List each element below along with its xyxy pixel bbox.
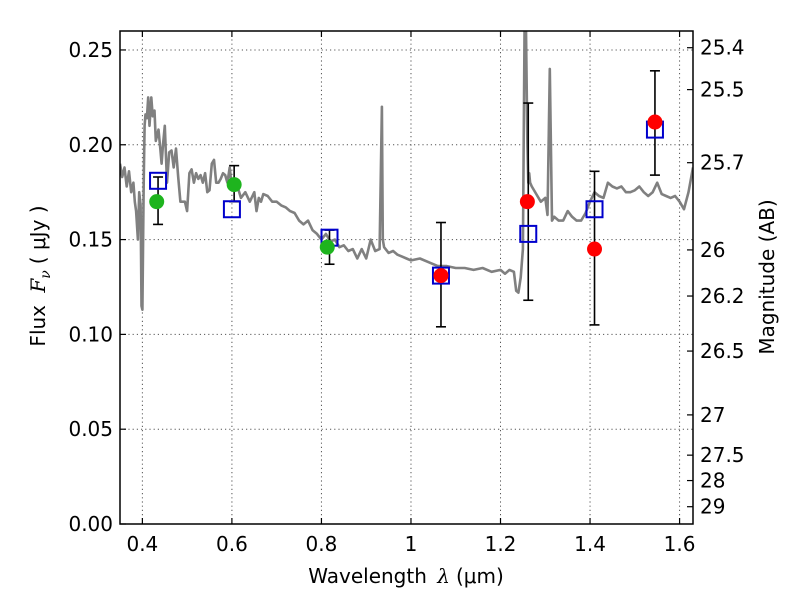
mag-tick-label: 25.4 — [700, 36, 745, 60]
mag-tick-label: 28 — [700, 469, 725, 493]
green-data-point — [319, 239, 335, 255]
green-data-point — [226, 177, 242, 193]
x-tick-label: 1.2 — [485, 532, 517, 556]
mag-tick-label: 27 — [700, 403, 725, 427]
photometry-points-layer — [149, 114, 663, 284]
model-square-marker — [149, 171, 168, 190]
model-square-marker — [519, 224, 538, 243]
x-axis-title: Wavelength λ (μm) — [308, 564, 504, 588]
green-data-point — [149, 194, 165, 210]
model-square-marker — [431, 266, 450, 285]
red-data-point — [647, 114, 663, 130]
y-tick-label: 0.10 — [68, 322, 113, 346]
x-tick-label: 1 — [405, 532, 418, 556]
grid — [120, 31, 693, 524]
mag-tick-label: 26.5 — [700, 339, 745, 363]
mag-tick-label: 26 — [700, 238, 725, 262]
mag-tick-label: 29 — [700, 495, 725, 519]
y-tick-label: 0.00 — [68, 512, 113, 536]
x-tick-label: 0.6 — [216, 532, 248, 556]
model-square-marker — [585, 200, 604, 219]
right-axis-title: Magnitude (AB) — [755, 199, 779, 354]
x-tick-label: 0.8 — [306, 532, 338, 556]
y-tick-label: 0.25 — [68, 38, 113, 62]
model-square-marker — [222, 200, 241, 219]
x-tick-label: 1.6 — [664, 532, 696, 556]
red-data-point — [587, 241, 603, 257]
ticks-layer — [120, 31, 693, 525]
red-data-point — [433, 268, 449, 284]
mag-tick-label: 26.2 — [700, 284, 745, 308]
model-spectrum-layer — [120, 31, 693, 311]
y-tick-label: 0.15 — [68, 228, 113, 252]
y-tick-label: 0.05 — [68, 417, 113, 441]
tick-labels-layer: 0.4 0.6 0.8 1 1.2 1.4 1.6 0.00 0.05 0.10 0.15 0.20 0… — [68, 36, 744, 556]
red-data-point — [519, 194, 535, 210]
mag-tick-label: 25.5 — [700, 78, 745, 102]
error-bars-layer — [153, 70, 660, 328]
x-tick-label: 1.4 — [574, 532, 606, 556]
y-axis-title: Flux Fν( μJy ) — [26, 205, 54, 346]
plot-frame — [119, 30, 694, 525]
mag-tick-label: 27.5 — [700, 443, 745, 467]
mag-tick-label: 25.7 — [700, 151, 745, 175]
model-spectrum-line — [120, 31, 693, 311]
x-tick-label: 0.4 — [126, 532, 158, 556]
y-tick-label: 0.20 — [68, 133, 113, 157]
